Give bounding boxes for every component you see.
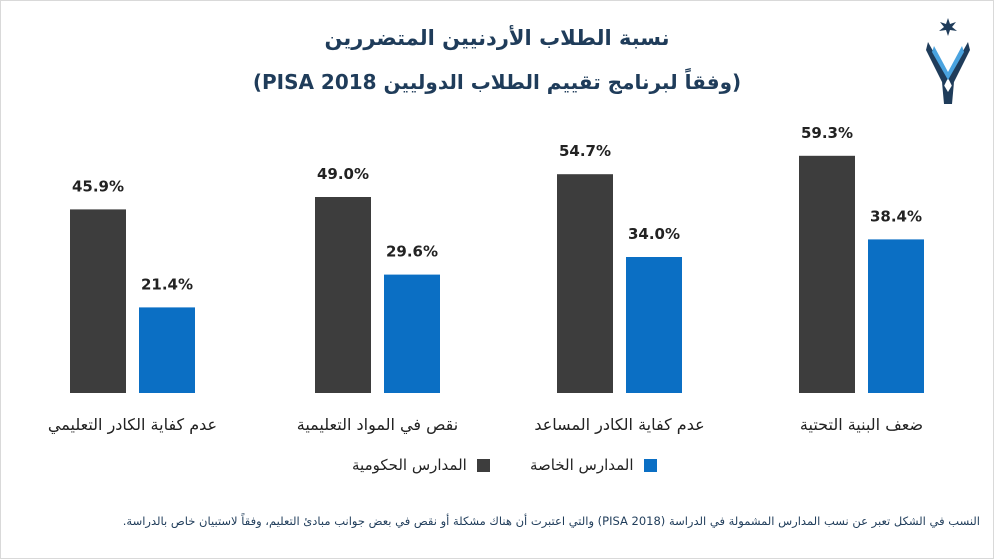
legend-swatch-private — [643, 458, 657, 472]
legend: المدارس الحكومية المدارس الخاصة — [0, 456, 994, 480]
data-label-government-3: 59.3% — [801, 124, 853, 142]
bar-government-1 — [315, 197, 371, 393]
category-label-0: عدم كفاية الكادر التعليمي — [48, 415, 217, 435]
bar-government-2 — [557, 174, 613, 393]
data-label-private-2: 34.0% — [628, 225, 680, 243]
bar-private-3 — [868, 239, 924, 393]
data-label-government-1: 49.0% — [317, 165, 369, 183]
category-label-1: نقص في المواد التعليمية — [297, 415, 458, 435]
chart-title: نسبة الطلاب الأردنيين المتضررين — [324, 26, 670, 50]
legend-item-private: المدارس الخاصة — [530, 456, 657, 474]
bar-private-0 — [139, 307, 195, 393]
jordan-star-banner-logo-icon — [926, 18, 970, 104]
footnote: النسب في الشكل تعبر عن نسب المدارس المشم… — [122, 514, 980, 528]
legend-swatch-government — [476, 458, 490, 472]
category-label-3: ضعف البنية التحتية — [800, 415, 923, 434]
bar-private-2 — [626, 257, 682, 393]
chart-subtitle: (وفقاً لبرنامج تقييم الطلاب الدوليين PIS… — [252, 70, 742, 94]
bar-government-0 — [70, 209, 126, 393]
bar-private-1 — [384, 274, 440, 393]
legend-label-government: المدارس الحكومية — [352, 456, 467, 474]
data-label-private-1: 29.6% — [386, 243, 438, 261]
legend-label-private: المدارس الخاصة — [530, 456, 634, 474]
data-label-government-2: 54.7% — [559, 142, 611, 160]
data-label-private-0: 21.4% — [141, 275, 193, 293]
legend-item-government: المدارس الحكومية — [352, 456, 490, 474]
category-label-2: عدم كفاية الكادر المساعد — [534, 415, 704, 435]
data-label-government-0: 45.9% — [72, 177, 124, 195]
bar-government-3 — [799, 155, 855, 393]
data-label-private-3: 38.4% — [870, 207, 922, 225]
